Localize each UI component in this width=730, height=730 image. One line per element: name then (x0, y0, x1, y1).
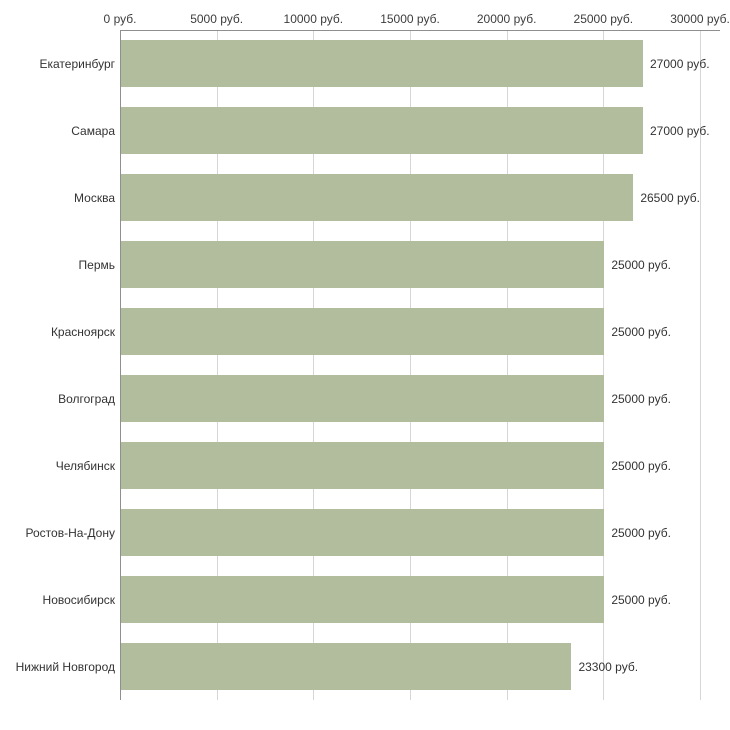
value-label: 26500 руб. (640, 190, 700, 205)
category-label: Волгоград (58, 391, 115, 406)
gridline (216, 30, 218, 700)
category-label: Пермь (78, 257, 115, 272)
value-label: 25000 руб. (611, 257, 671, 272)
value-label: 23300 руб. (578, 659, 639, 674)
x-axis-tick-label: 15000 руб. (380, 12, 440, 26)
bar (121, 509, 605, 556)
y-axis-line (120, 30, 121, 700)
gridline (313, 30, 315, 700)
category-label: Москва (74, 190, 115, 205)
value-label: 25000 руб. (611, 458, 671, 473)
category-label: Челябинск (55, 458, 115, 473)
value-label: 25000 руб. (611, 324, 671, 339)
gridline (506, 30, 508, 700)
x-axis-line (120, 30, 720, 31)
bar (121, 174, 634, 221)
category-label: Новосибирск (42, 592, 115, 607)
bar (121, 643, 572, 690)
x-axis-tick-label: 5000 руб. (190, 12, 244, 26)
bar (121, 442, 605, 489)
x-axis-tick-label: 10000 руб. (283, 12, 344, 26)
value-label: 25000 руб. (611, 592, 671, 607)
bar (121, 241, 605, 288)
gridline (603, 30, 605, 700)
bar (121, 375, 605, 422)
category-label: Нижний Новгород (15, 659, 115, 674)
category-label: Самара (71, 123, 115, 138)
value-label: 25000 руб. (611, 525, 671, 540)
bar (121, 308, 605, 355)
bar (121, 40, 643, 87)
bar (121, 107, 643, 154)
x-axis-tick-label: 0 руб. (103, 12, 137, 26)
x-axis-tick-label: 20000 руб. (476, 12, 537, 26)
x-axis-tick-label: 30000 руб. (670, 12, 730, 26)
bar (121, 576, 605, 623)
value-label: 27000 руб. (650, 56, 710, 71)
gridline (700, 30, 701, 700)
value-label: 25000 руб. (611, 391, 671, 406)
category-label: Красноярск (50, 324, 115, 339)
gridline (410, 30, 411, 700)
value-label: 27000 руб. (650, 123, 710, 138)
category-label: Екатеринбург (39, 56, 116, 71)
category-label: Ростов-На-Дону (25, 525, 115, 540)
x-axis-tick-label: 25000 руб. (573, 12, 634, 26)
